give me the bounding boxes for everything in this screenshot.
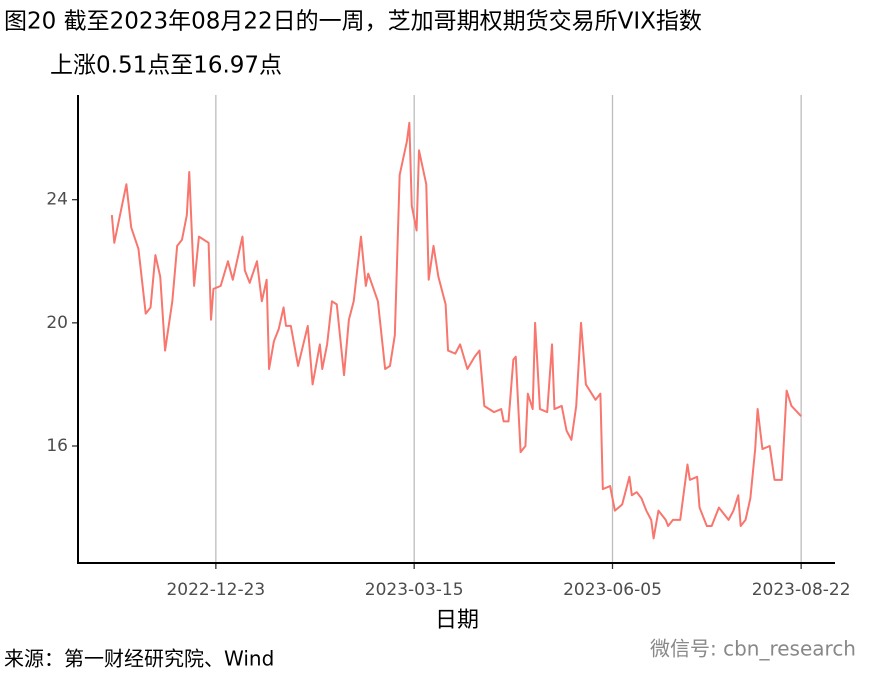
y-tick-label: 20 (46, 313, 68, 333)
chart-title: 图20 截至2023年08月22日的一周，芝加哥期权期货交易所VIX指数 (4, 9, 702, 35)
x-tick-label: 2022-12-23 (166, 580, 265, 600)
x-tick-label: 2023-06-05 (563, 580, 662, 600)
chart-subtitle: 上涨0.51点至16.97点 (50, 53, 282, 79)
watermark: 微信号: cbn_research (650, 637, 856, 661)
x-tick-label: 2023-03-15 (365, 580, 464, 600)
x-tick-label: 2023-08-22 (752, 580, 851, 600)
y-tick-label: 24 (46, 190, 68, 210)
y-tick-label: 16 (46, 436, 68, 456)
source: 来源：第一财经研究院、Wind (4, 647, 274, 671)
x-axis-label: 日期 (435, 608, 479, 633)
data-line (110, 121, 802, 540)
